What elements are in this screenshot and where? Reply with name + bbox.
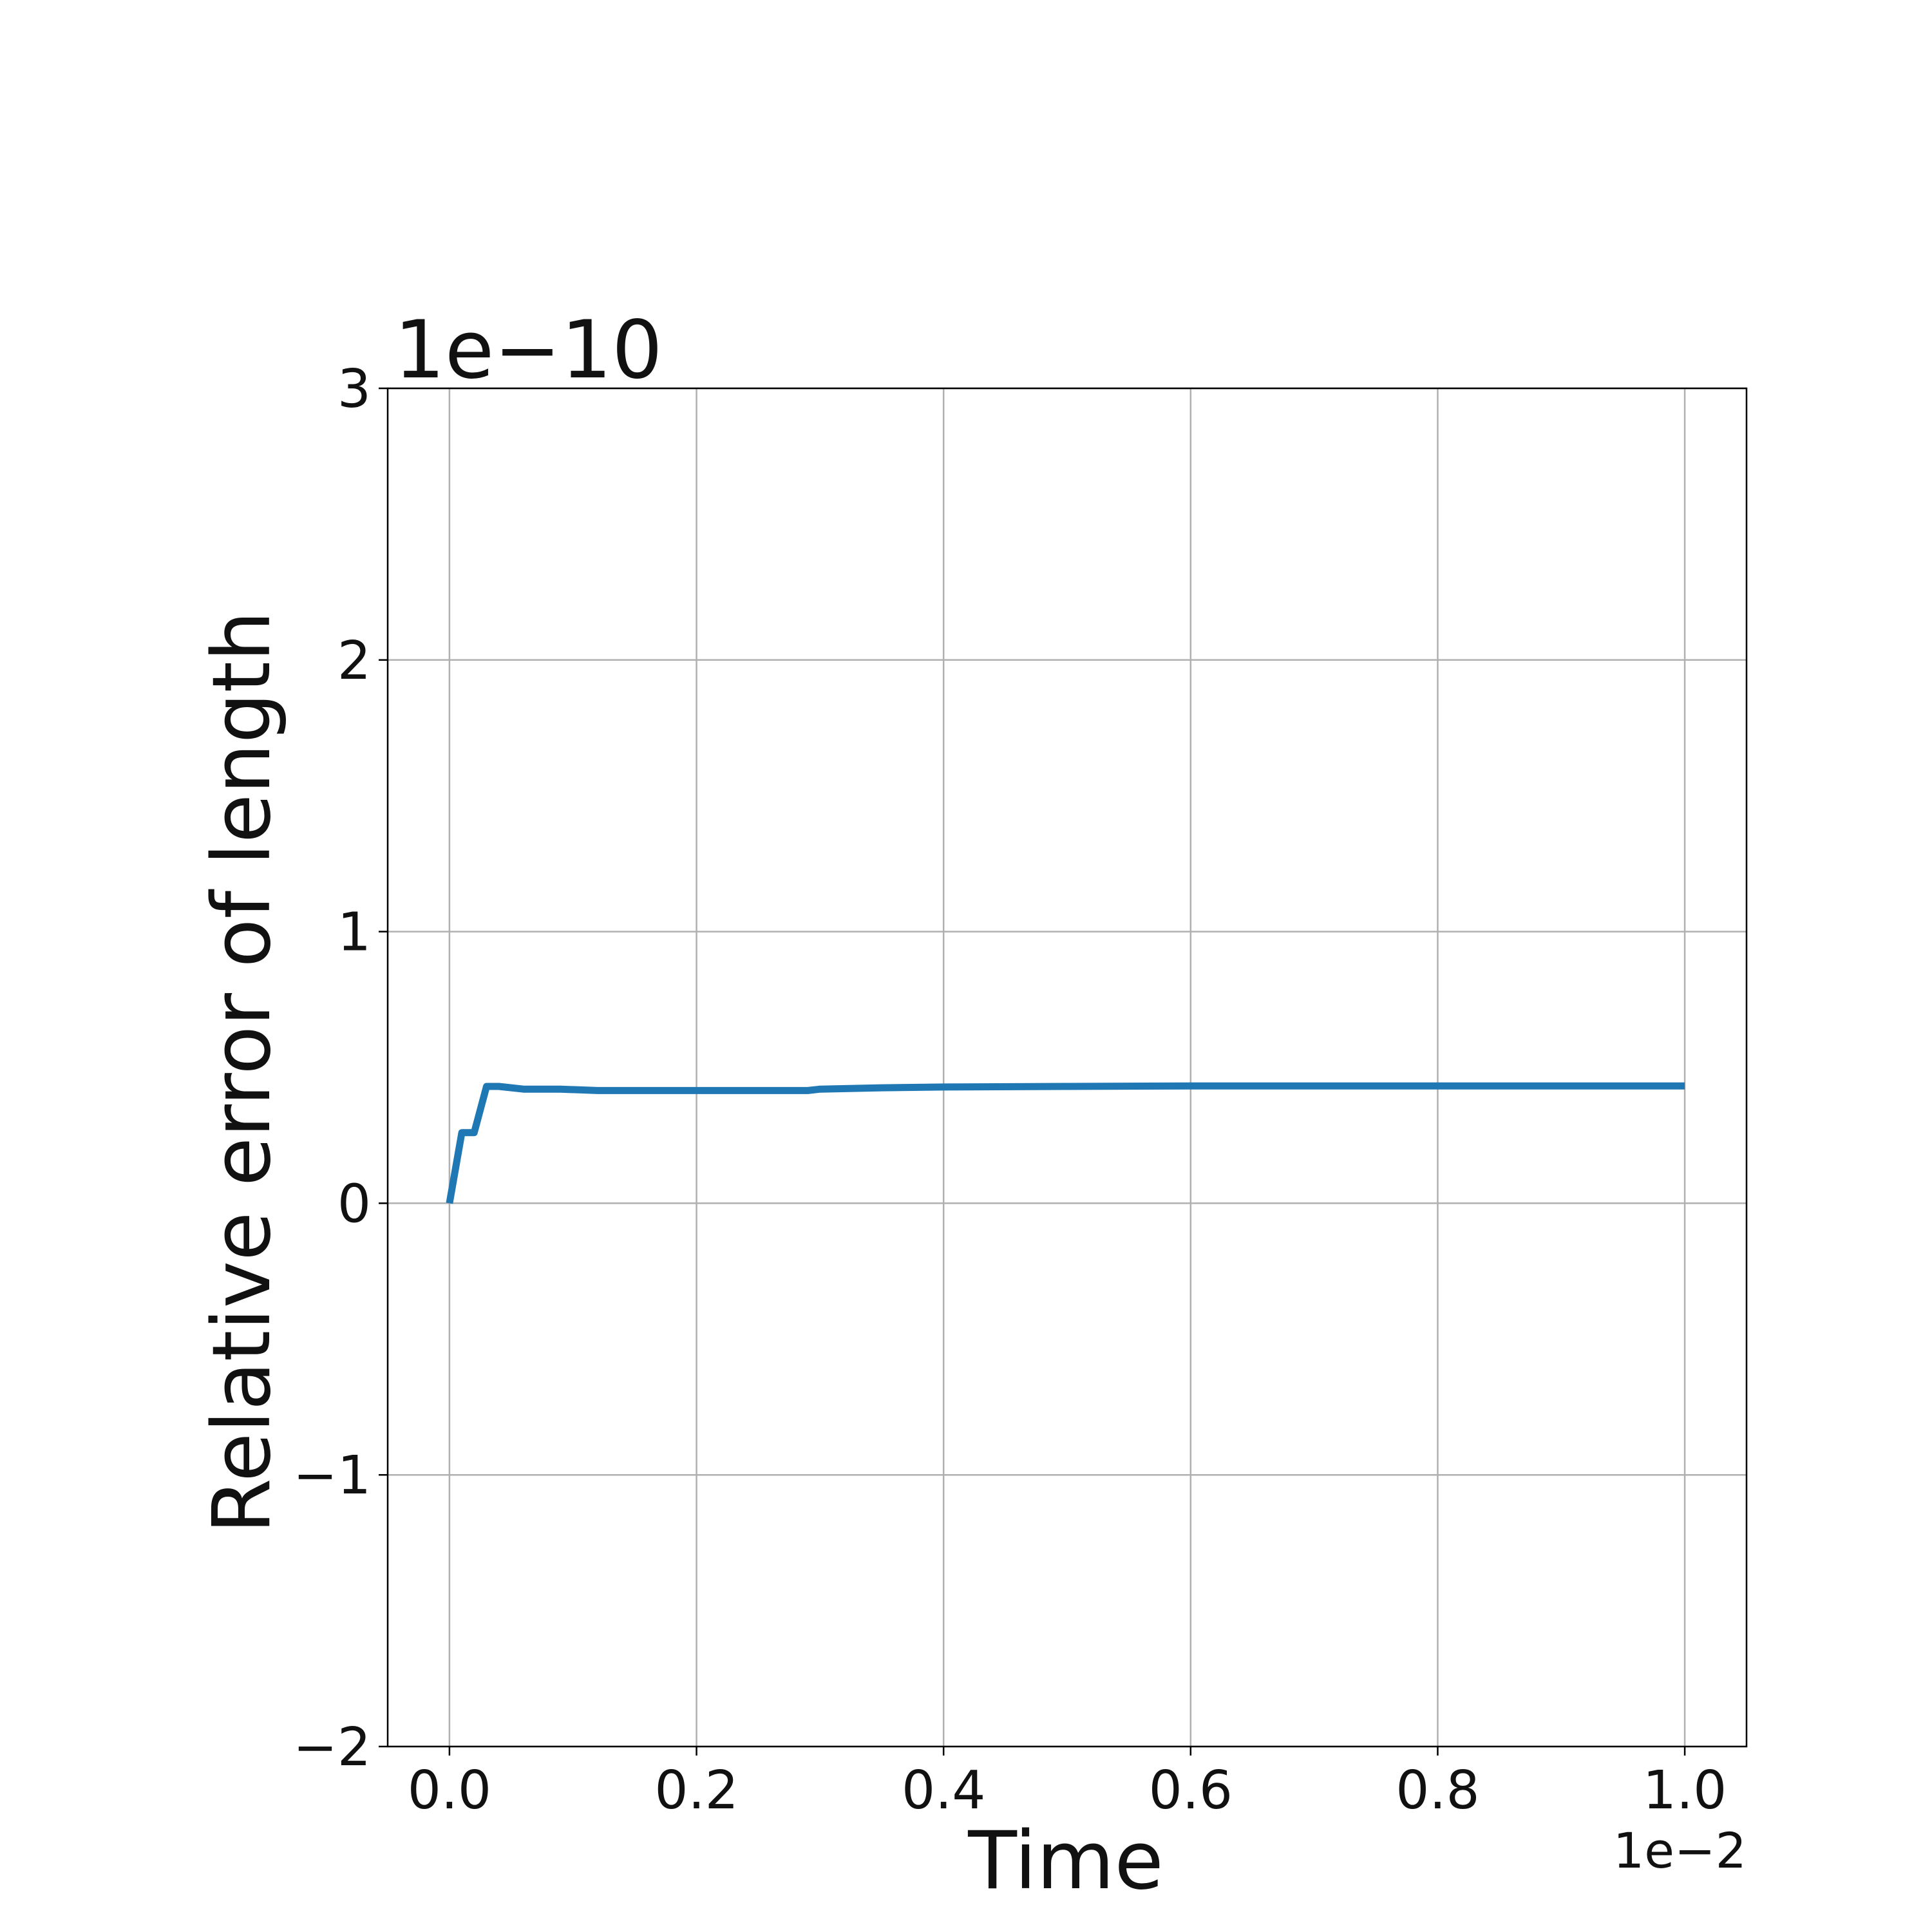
y-tick-label: 3	[337, 359, 371, 420]
grid-lines	[388, 387, 1747, 1748]
y-offset-label: 1e−10	[394, 304, 663, 397]
series-layer	[446, 1082, 1685, 1204]
x-offset-label: 1e−2	[1613, 1822, 1747, 1879]
plot-frame	[386, 387, 1748, 1748]
y-tick-labels: −2 −1 0 1 2 3	[293, 359, 371, 1778]
y-tick-label: −1	[293, 1445, 371, 1506]
y-tick-label: 0	[337, 1173, 371, 1235]
x-tick-labels: 0.0 0.2 0.4 0.6 0.8 1.0	[408, 1760, 1727, 1821]
x-tick-label: 0.4	[902, 1760, 985, 1821]
x-tick-label: 0.8	[1396, 1760, 1479, 1821]
y-tick-label: 1	[337, 902, 371, 963]
x-tick-label: 1.0	[1643, 1760, 1727, 1821]
y-tick-label: 2	[337, 630, 371, 692]
y-axis-label: Relative error of length	[196, 611, 289, 1533]
x-tick-label: 0.6	[1149, 1760, 1233, 1821]
x-tick-label: 0.0	[408, 1760, 491, 1821]
y-tick-label: −2	[293, 1717, 371, 1778]
x-tick-label: 0.2	[654, 1760, 738, 1821]
x-axis-label: Time	[967, 1815, 1163, 1908]
series-line	[446, 1082, 1685, 1204]
axis-ticks	[379, 387, 1686, 1756]
